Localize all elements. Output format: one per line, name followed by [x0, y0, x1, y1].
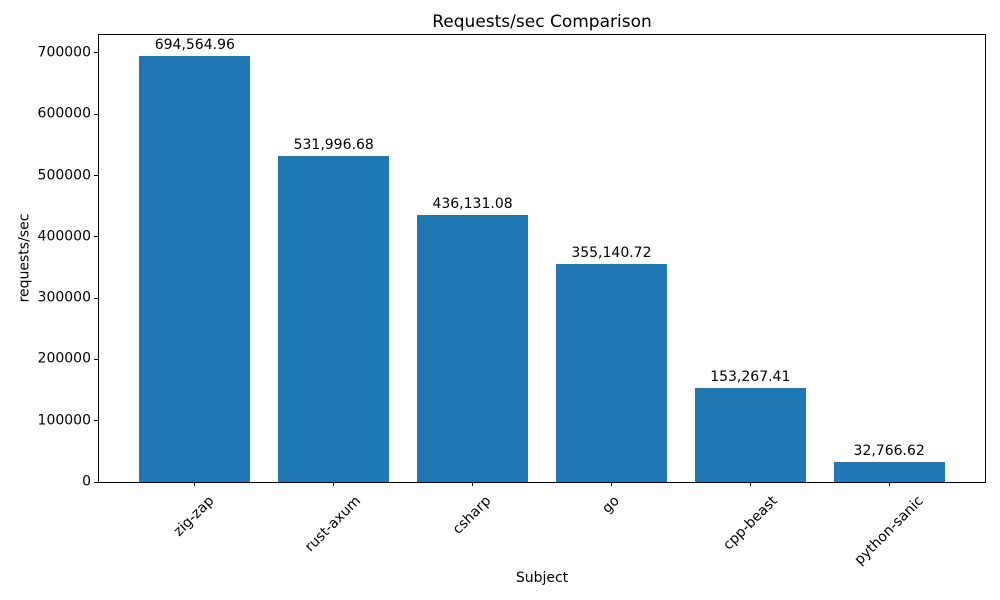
y-tick-label: 100000 [37, 412, 91, 429]
y-axis-label: requests/sec [16, 213, 33, 303]
bar-value-label: 153,267.41 [710, 369, 791, 386]
y-tick-mark [94, 420, 98, 422]
x-tick-label: rust-axum [302, 493, 365, 556]
bar [833, 461, 945, 482]
x-tick-mark [333, 482, 335, 486]
bar [139, 56, 251, 482]
y-tick-mark [94, 297, 98, 299]
y-tick-label: 200000 [37, 351, 91, 368]
bar-value-label: 436,131.08 [432, 195, 513, 212]
y-tick-label: 400000 [37, 228, 91, 245]
y-tick-label: 700000 [37, 44, 91, 61]
y-tick-label: 500000 [37, 167, 91, 184]
bar-value-label: 355,140.72 [571, 245, 652, 262]
bar [694, 388, 806, 482]
bar-value-label: 531,996.68 [293, 136, 374, 153]
plot-area: 0 100000 200000 300000 400000 500000 600000 700… [38, 34, 986, 568]
y-tick-label: 0 [82, 473, 91, 490]
y-tick-label: 600000 [37, 105, 91, 122]
y-tick-mark [94, 236, 98, 238]
x-tick-mark [472, 482, 474, 486]
x-tick-label: python-sanic [851, 493, 927, 569]
bar [278, 155, 390, 482]
bar-value-label: 694,564.96 [154, 37, 235, 54]
bar [555, 264, 667, 482]
y-tick-mark [94, 175, 98, 177]
y-tick-mark [94, 52, 98, 54]
x-tick-mark [610, 482, 612, 486]
chart-title: Requests/sec Comparison [432, 12, 652, 32]
x-tick-label: cpp-beast [720, 493, 781, 554]
y-tick-label: 300000 [37, 289, 91, 306]
bar-value-label: 32,766.62 [853, 442, 925, 459]
x-tick-mark [749, 482, 751, 486]
x-tick-label: zig-zap [171, 493, 218, 540]
bar [417, 214, 529, 482]
x-axis-label: Subject [515, 570, 569, 586]
x-tick-label: csharp [449, 493, 495, 538]
x-tick-mark [194, 482, 196, 486]
x-tick-label: go [599, 493, 624, 517]
y-tick-mark [94, 358, 98, 360]
y-tick-mark [94, 481, 98, 483]
x-tick-mark [888, 482, 890, 486]
y-tick-mark [94, 113, 98, 115]
